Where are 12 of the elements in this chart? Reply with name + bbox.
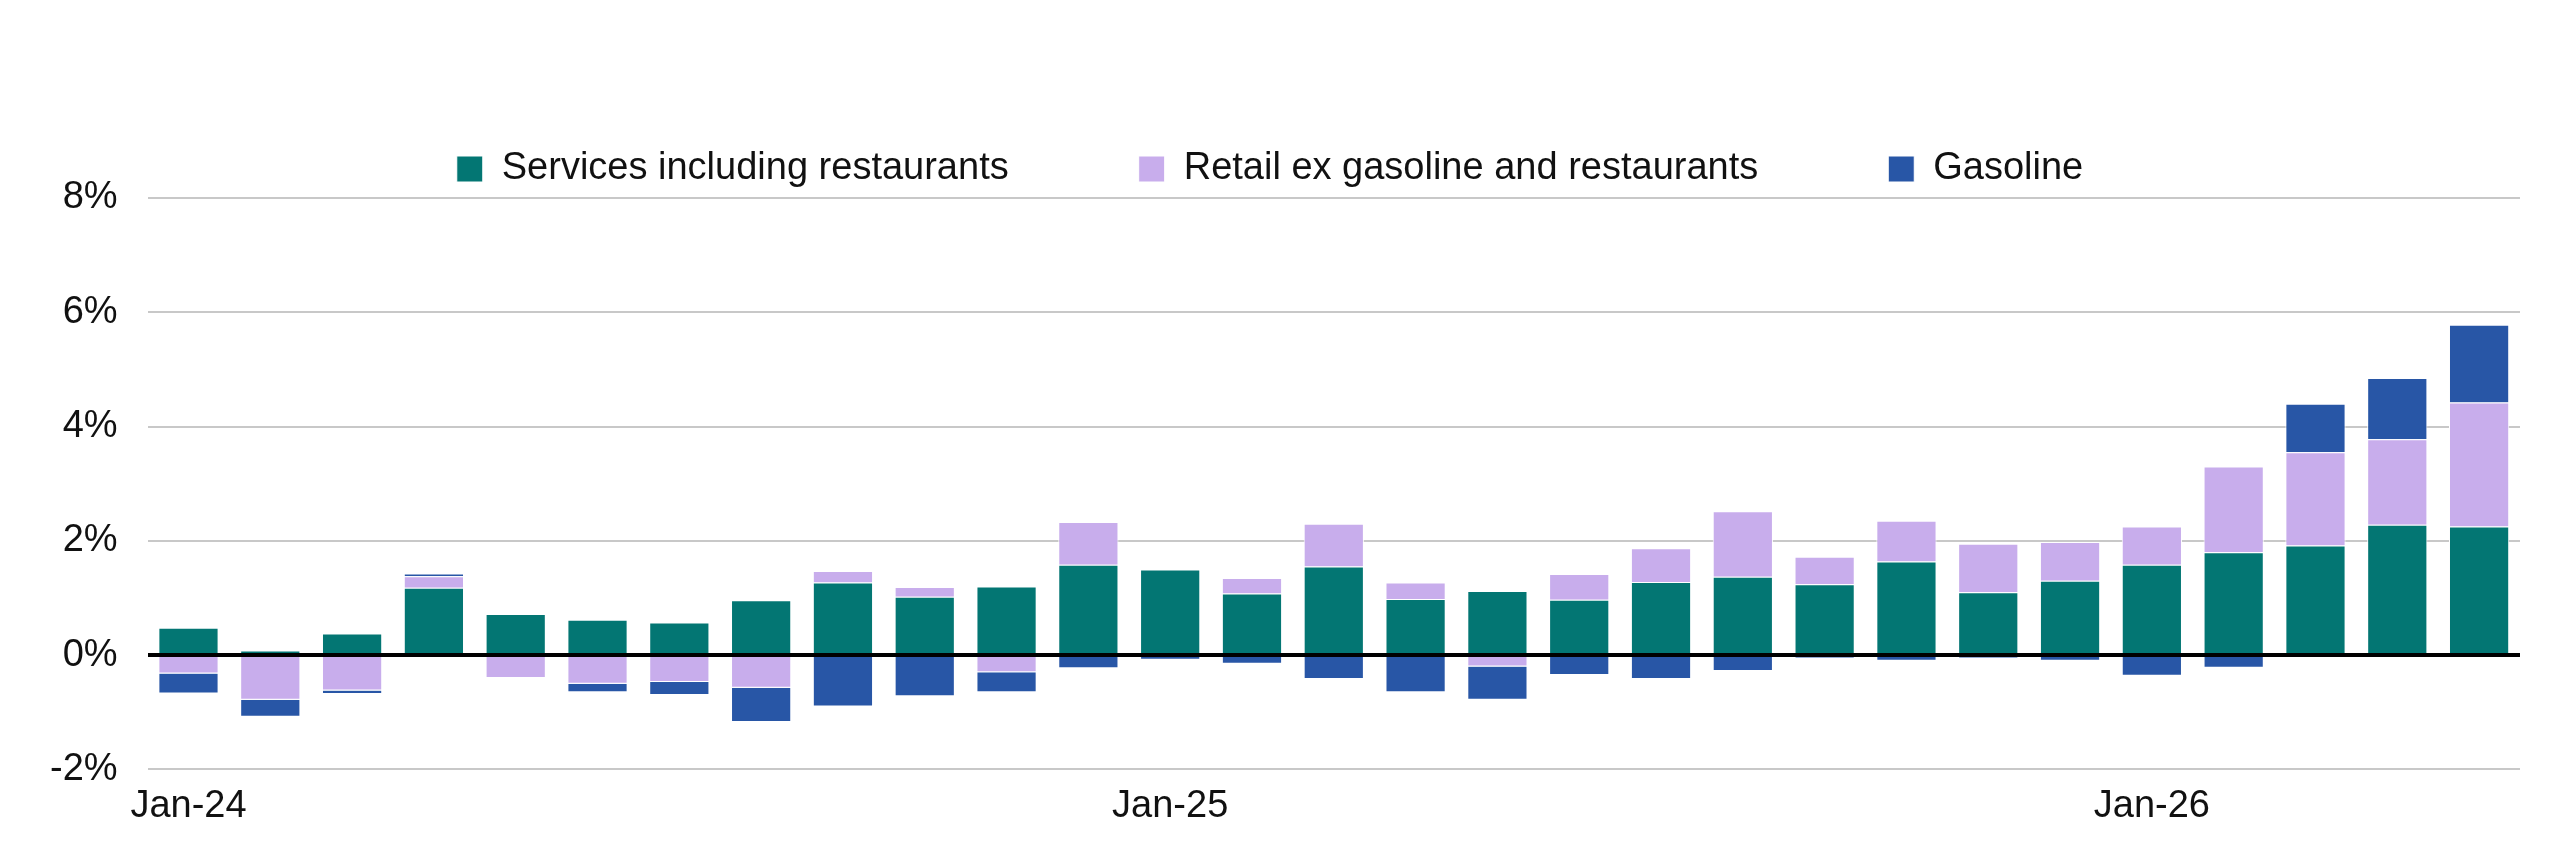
x-tick-label: Jan-24 bbox=[130, 782, 247, 825]
y-tick-label: 2% bbox=[62, 517, 118, 560]
legend-label: Retail ex gasoline and restaurants bbox=[1183, 145, 1759, 188]
x-tick-label: Jan-25 bbox=[1112, 782, 1229, 825]
y-tick-label: -2% bbox=[50, 745, 118, 788]
y-tick-label: 0% bbox=[62, 631, 118, 674]
legend-label: Services including restaurants bbox=[501, 145, 1009, 188]
legend-label: Gasoline bbox=[1933, 145, 2084, 188]
y-tick-label: 4% bbox=[62, 403, 118, 446]
y-tick-label: 6% bbox=[62, 288, 118, 331]
y-tick-label: 8% bbox=[62, 174, 118, 217]
x-tick-label: Jan-26 bbox=[2093, 782, 2210, 825]
